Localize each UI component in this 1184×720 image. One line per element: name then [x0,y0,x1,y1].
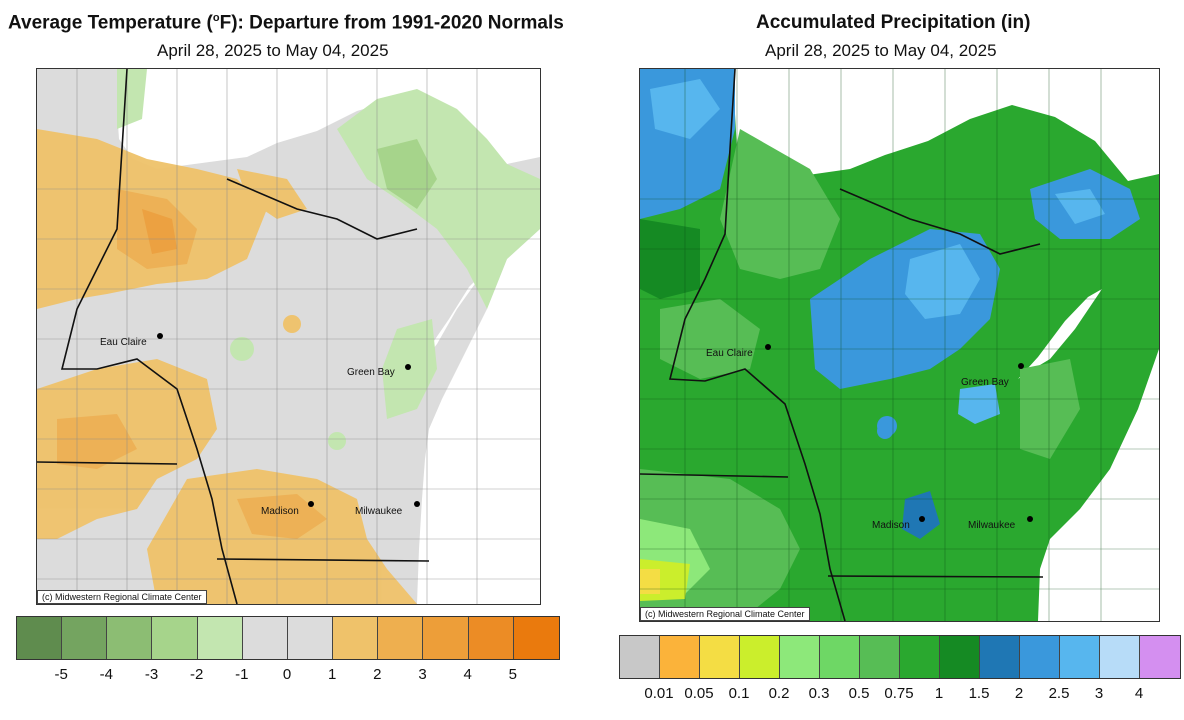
legend-tick-label: 0.05 [684,685,714,702]
city-label-madison: Madison [872,520,910,531]
city-dot-milwaukee [414,501,420,507]
green-bay-water [409,274,482,375]
legend-tick-label: 1 [934,685,944,702]
legend-swatch [197,617,243,659]
legend-tick-label: 2 [373,666,382,683]
temperature-legend [16,616,560,660]
legend-tick-label: 0.3 [808,685,830,702]
legend-swatch [17,617,63,659]
state-borders [640,69,1044,621]
legend-tick-label: 2.5 [1048,685,1070,702]
legend-tick-label: -5 [54,666,68,683]
legend-tick-label: 0.01 [644,685,674,702]
legend-tick-label: 5 [508,666,517,683]
city-label-milwaukee: Milwaukee [355,506,403,517]
legend-tick-label: 1 [327,666,337,683]
green-bay-water [1018,289,1102,379]
legend-swatch [513,617,559,659]
precipitation-map-graphic [640,69,1159,621]
lake-michigan [417,229,540,604]
legend-swatch [980,636,1020,678]
legend-swatch [740,636,780,678]
precipitation-legend [619,635,1181,679]
legend-swatch [860,636,900,678]
legend-tick-label: -4 [99,666,113,683]
legend-tick-label: 0 [282,666,292,683]
legend-swatch [287,617,334,659]
legend-tick-label: 0.5 [848,685,870,702]
legend-tick-label: 3 [1094,685,1104,702]
legend-tick-label: 4 [463,666,472,683]
city-label-green-bay: Green Bay [347,367,395,378]
legend-tick-label: 1.5 [968,685,990,702]
precipitation-credit: (c) Midwestern Regional Climate Center [640,607,810,621]
city-dot-green-bay [405,364,411,370]
city-dot-madison [308,501,314,507]
temperature-map-graphic [37,69,540,604]
city-label-green-bay: Green Bay [961,377,1009,388]
precipitation-map: (c) Midwestern Regional Climate Center E… [639,68,1160,622]
legend-swatch [468,617,514,659]
legend-swatch [242,617,288,659]
legend-swatch [62,617,108,659]
legend-swatch [1020,636,1060,678]
legend-tick-label: -2 [189,666,204,683]
temperature-credit: (c) Midwestern Regional Climate Center [37,590,207,604]
legend-swatch [1140,636,1180,678]
legend-swatch [780,636,820,678]
legend-tick-label: -1 [235,666,249,683]
lake-michigan [1038,349,1159,621]
city-dot-eau-claire [157,333,163,339]
legend-tick-label: 3 [418,666,427,683]
city-label-milwaukee: Milwaukee [968,520,1016,531]
city-dot-milwaukee [1027,516,1033,522]
legend-tick-label: 0.75 [884,685,914,702]
legend-swatch [660,636,700,678]
city-label-eau-claire: Eau Claire [100,337,147,348]
precipitation-date-range: April 28, 2025 to May 04, 2025 [765,41,997,60]
legend-tick-label: 2 [1014,685,1024,702]
legend-swatch [700,636,740,678]
legend-swatch [820,636,860,678]
city-label-madison: Madison [261,506,299,517]
county-boundaries [640,69,1159,621]
city-label-eau-claire: Eau Claire [706,348,753,359]
city-dot-madison [919,516,925,522]
legend-tick-label: 0.1 [728,685,750,702]
temperature-title: Average Temperature (oF): Departure from… [8,12,564,34]
legend-swatch [620,636,660,678]
legend-tick-label: 0.2 [768,685,790,702]
legend-tick-label: -3 [144,666,159,683]
legend-tick-label: 4 [1134,685,1144,702]
legend-swatch [423,617,469,659]
temperature-date-range: April 28, 2025 to May 04, 2025 [157,41,389,60]
legend-swatch [1100,636,1140,678]
legend-swatch [1060,636,1100,678]
temperature-map: (c) Midwestern Regional Climate Center E… [36,68,541,605]
lake-superior [117,69,540,169]
state-borders [37,69,430,604]
legend-swatch [378,617,424,659]
legend-swatch [940,636,980,678]
city-dot-green-bay [1018,363,1024,369]
city-dot-eau-claire [765,344,771,350]
county-boundaries [37,69,540,604]
legend-swatch [152,617,198,659]
legend-swatch [900,636,940,678]
precipitation-title: Accumulated Precipitation (in) [756,12,1031,33]
legend-swatch [333,617,379,659]
legend-swatch [107,617,153,659]
